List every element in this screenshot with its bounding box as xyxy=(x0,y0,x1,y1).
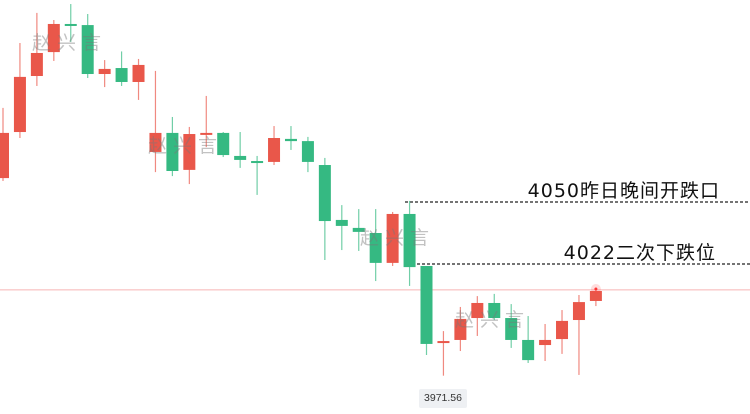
candle-body xyxy=(200,132,213,135)
candle-body xyxy=(268,138,281,162)
candle-body xyxy=(30,52,43,77)
candle-body xyxy=(352,227,365,232)
candle-body xyxy=(47,23,60,53)
low-price-label: 3971.56 xyxy=(419,389,467,408)
candle-body xyxy=(166,132,179,171)
candle-body xyxy=(81,25,94,75)
candle-body xyxy=(115,68,128,82)
candle-body xyxy=(522,339,535,361)
candle-body xyxy=(217,132,230,156)
candle-body xyxy=(0,132,9,179)
candle-body xyxy=(539,339,552,346)
watermark: 赵兴言 xyxy=(148,135,224,157)
candle-body xyxy=(386,213,399,263)
candle-body xyxy=(471,302,484,319)
candle-body xyxy=(335,219,348,226)
candle-body xyxy=(132,64,145,82)
candle-body xyxy=(64,23,77,26)
current-price-dot xyxy=(594,287,598,291)
candle-body xyxy=(251,161,264,164)
watermark: 赵兴言 xyxy=(455,309,531,331)
candle-body xyxy=(369,233,382,263)
candle-body xyxy=(488,302,501,319)
candle-body xyxy=(284,138,297,142)
level-label-4022: 4022二次下跌位 xyxy=(563,242,716,264)
candle-body xyxy=(505,318,518,340)
candle-body xyxy=(437,341,450,344)
level-label-4050: 4050昨日晚间开跌口 xyxy=(527,180,720,202)
candle-body xyxy=(301,141,314,162)
candle-body xyxy=(149,132,162,152)
candle-body xyxy=(403,213,416,268)
watermark: 赵兴言 xyxy=(360,227,436,249)
candle-body xyxy=(589,291,602,301)
candle-body xyxy=(234,155,247,160)
candle-body xyxy=(13,76,26,133)
candle-body xyxy=(183,134,196,170)
watermark: 赵兴言 xyxy=(32,32,108,54)
candle-body xyxy=(318,165,331,222)
candle-body xyxy=(454,318,467,340)
candle-body xyxy=(420,265,433,344)
candle-body xyxy=(556,320,569,340)
candle-body xyxy=(98,68,111,75)
candle-body xyxy=(572,302,585,321)
